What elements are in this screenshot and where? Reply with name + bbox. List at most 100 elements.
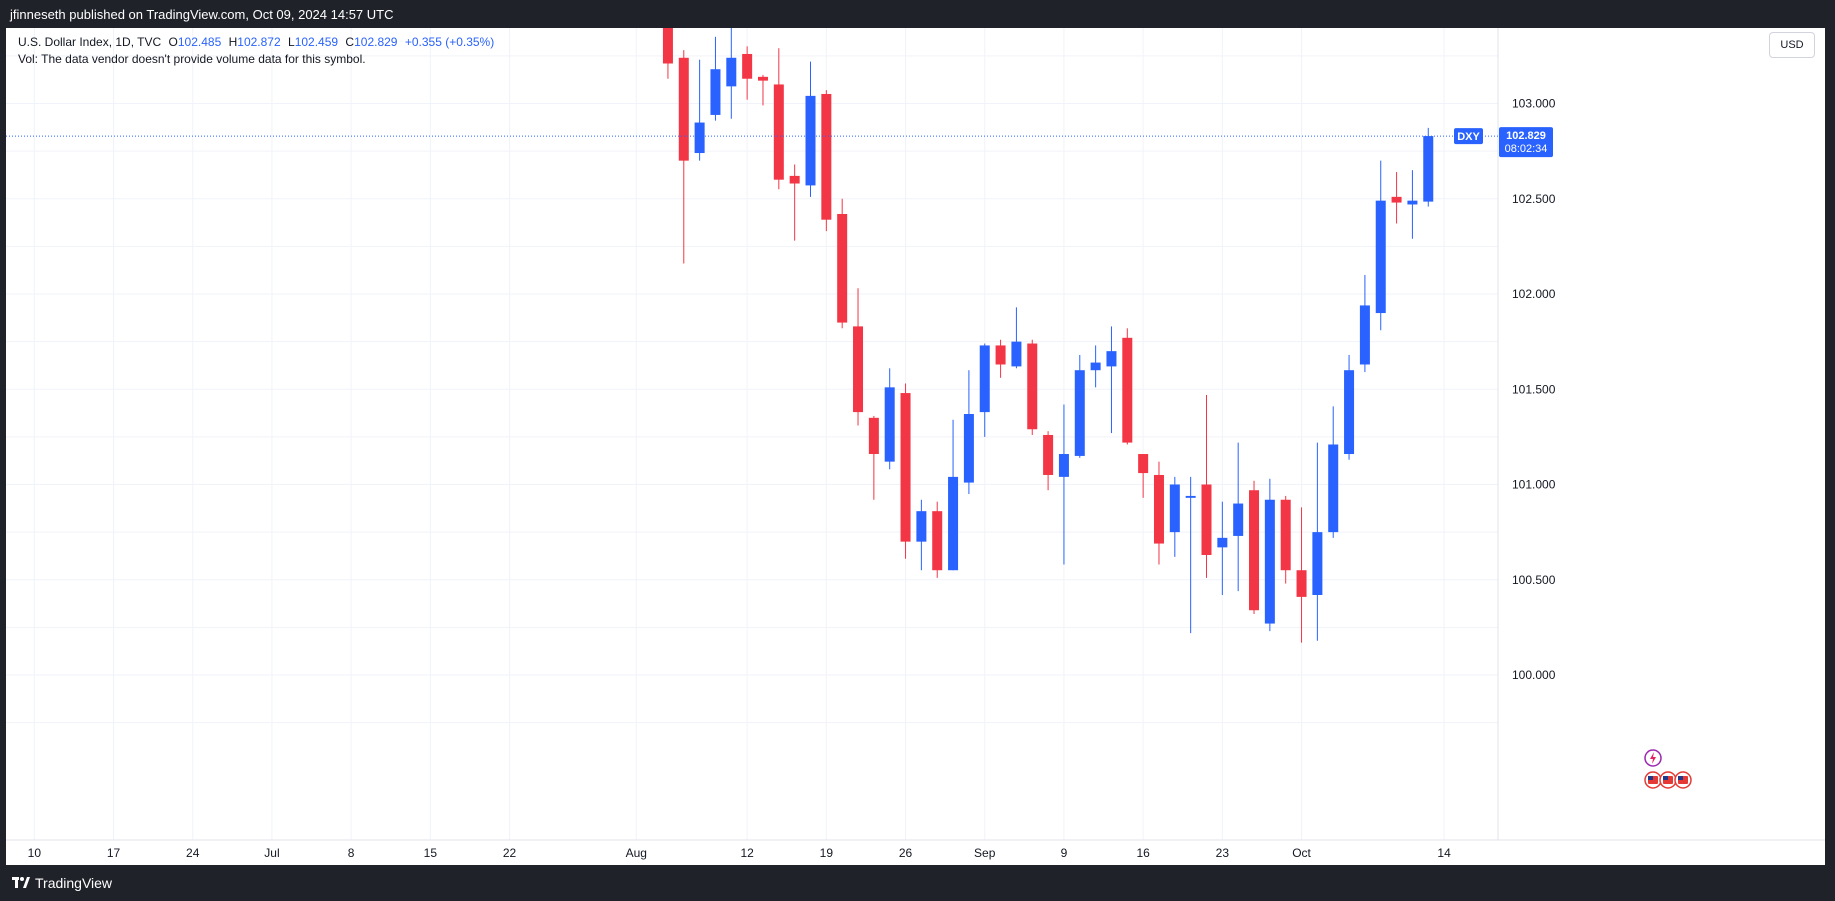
candle-body[interactable]: [821, 93, 832, 220]
candle-body[interactable]: [726, 57, 737, 87]
x-tick-label: Sep: [974, 846, 996, 860]
tradingview-brand: TradingView: [35, 875, 113, 891]
candle-body[interactable]: [1407, 200, 1418, 205]
candle-body[interactable]: [1280, 499, 1291, 571]
candle-body[interactable]: [757, 76, 768, 81]
candle-body[interactable]: [1328, 444, 1339, 533]
candle-body[interactable]: [837, 213, 848, 323]
candle-body[interactable]: [773, 84, 784, 180]
x-tick-label: 12: [740, 846, 754, 860]
candle-body[interactable]: [1375, 200, 1386, 314]
candle-body[interactable]: [1043, 434, 1054, 475]
us-flag-canton-icon: [1678, 776, 1683, 780]
x-tick-label: 8: [348, 846, 355, 860]
candle-body[interactable]: [1344, 370, 1355, 455]
candle-body[interactable]: [1058, 454, 1069, 477]
symbol-legend: U.S. Dollar Index, 1D, TVC O102.485 H102…: [18, 34, 494, 68]
x-tick-label: 22: [503, 846, 517, 860]
candle-body[interactable]: [900, 393, 911, 542]
change-value: +0.355 (+0.35%): [404, 35, 495, 49]
open-label: O: [168, 35, 178, 49]
candle-body[interactable]: [948, 476, 959, 571]
y-tick-label: 100.000: [1512, 668, 1556, 682]
x-tick-label: 16: [1136, 846, 1150, 860]
x-tick-label: 9: [1061, 846, 1068, 860]
candle-body[interactable]: [995, 345, 1006, 365]
candle-body[interactable]: [1185, 495, 1196, 498]
y-tick-label: 100.500: [1512, 573, 1556, 587]
candle-body[interactable]: [678, 57, 689, 161]
price-chart[interactable]: 106.500106.000105.500105.000104.500104.0…: [6, 28, 1825, 865]
candle-body[interactable]: [884, 387, 895, 462]
x-tick-label: Aug: [626, 846, 647, 860]
candle-body[interactable]: [1074, 370, 1085, 456]
volume-note: Vol: The data vendor doesn't provide vol…: [18, 52, 366, 66]
open-value: 102.485: [177, 35, 222, 49]
chart-pane[interactable]: 106.500106.000105.500105.000104.500104.0…: [6, 28, 1825, 865]
ticker-tag-text: DXY: [1457, 131, 1480, 143]
tradingview-logo-icon: [12, 877, 30, 888]
candle-body[interactable]: [916, 511, 927, 542]
x-tick-label: 19: [820, 846, 834, 860]
candle-body[interactable]: [1122, 337, 1133, 443]
x-tick-label: 17: [107, 846, 121, 860]
close-label: C: [345, 35, 355, 49]
low-label: L: [288, 35, 295, 49]
low-value: 102.459: [294, 35, 339, 49]
high-label: H: [228, 35, 238, 49]
published-header: jfinneseth published on TradingView.com,…: [0, 0, 1835, 28]
x-tick-label: 23: [1216, 846, 1230, 860]
candle-body[interactable]: [868, 417, 879, 455]
y-tick-label: 102.500: [1512, 192, 1556, 206]
x-tick-label: 10: [28, 846, 42, 860]
lightning-bolt-icon: [1650, 752, 1656, 764]
high-value: 102.872: [237, 35, 281, 49]
candle-body[interactable]: [1217, 537, 1228, 548]
x-tick-label: 26: [899, 846, 913, 860]
candle-body[interactable]: [742, 53, 753, 79]
candle-body[interactable]: [1359, 305, 1370, 365]
footer-bar: TradingView: [0, 865, 1835, 901]
candle-body[interactable]: [710, 69, 721, 115]
y-tick-label: 101.500: [1512, 382, 1556, 396]
candle-body[interactable]: [1423, 136, 1434, 202]
countdown-value: 08:02:34: [1505, 143, 1548, 155]
y-tick-label: 103.000: [1512, 97, 1556, 111]
x-tick-label: 14: [1437, 846, 1451, 860]
candle-body[interactable]: [1106, 351, 1117, 367]
us-flag-canton-icon: [1648, 776, 1653, 780]
candle-body[interactable]: [932, 511, 943, 571]
candle-body[interactable]: [694, 122, 705, 154]
candle-body[interactable]: [1264, 499, 1275, 624]
candle-body[interactable]: [1169, 484, 1180, 533]
candle-body[interactable]: [1312, 532, 1323, 595]
candle-body[interactable]: [805, 95, 816, 186]
ticker-tag[interactable]: [1454, 128, 1483, 145]
candle-body[interactable]: [1138, 454, 1149, 474]
candle-body[interactable]: [1027, 343, 1038, 430]
candle-body[interactable]: [1296, 570, 1307, 597]
x-tick-label: Oct: [1292, 846, 1311, 860]
candle-body[interactable]: [1201, 484, 1212, 555]
candle-body[interactable]: [1233, 503, 1244, 536]
x-tick-label: 15: [424, 846, 438, 860]
candle-body[interactable]: [1249, 490, 1260, 611]
x-tick-label: Jul: [264, 846, 279, 860]
candle-body[interactable]: [1391, 196, 1402, 203]
us-flag-canton-icon: [1663, 776, 1668, 780]
y-tick-label: 101.000: [1512, 478, 1556, 492]
x-tick-label: 24: [186, 846, 200, 860]
candle-body[interactable]: [963, 414, 974, 483]
candle-body[interactable]: [1090, 362, 1101, 371]
candle-body[interactable]: [789, 175, 800, 184]
tradingview-logo[interactable]: TradingView: [12, 875, 112, 891]
candle-body[interactable]: [979, 345, 990, 413]
last-price-label[interactable]: [1499, 127, 1553, 158]
currency-button[interactable]: USD: [1769, 32, 1815, 58]
published-text: jfinneseth published on TradingView.com,…: [10, 7, 394, 22]
candle-body[interactable]: [1153, 474, 1164, 544]
candle-body[interactable]: [662, 28, 673, 64]
candle-body[interactable]: [1011, 341, 1022, 367]
candle-body[interactable]: [853, 326, 864, 413]
symbol-description[interactable]: U.S. Dollar Index, 1D, TVC: [18, 35, 162, 49]
